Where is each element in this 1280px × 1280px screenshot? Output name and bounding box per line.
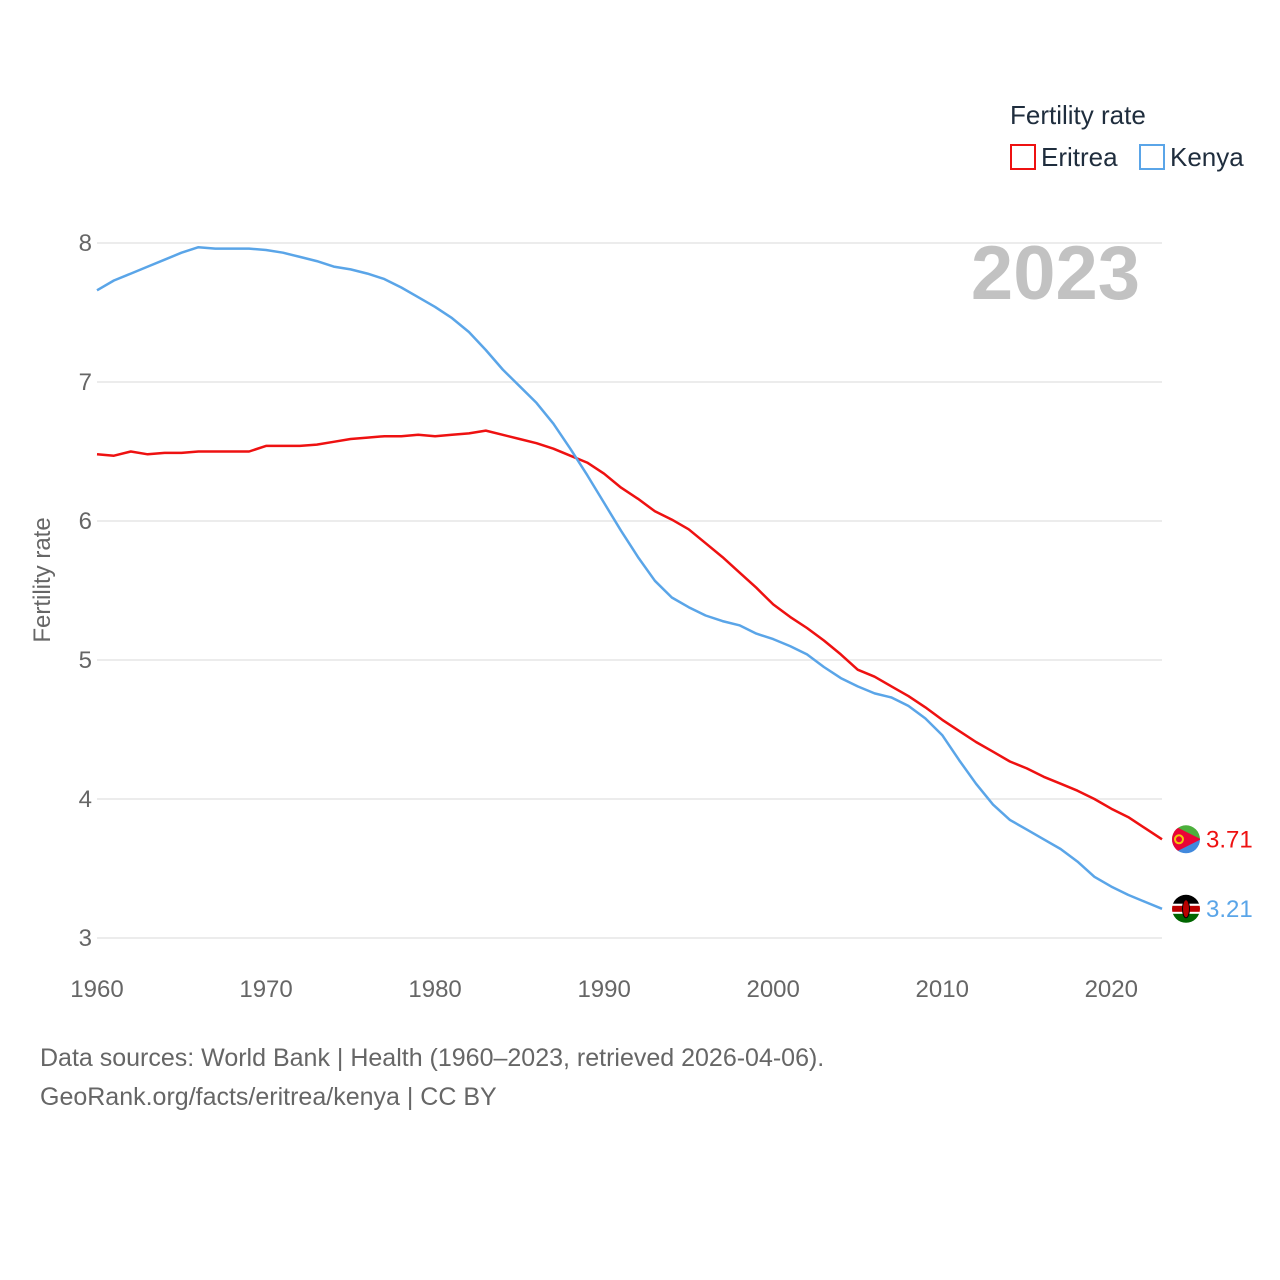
x-tick-label: 1960 (70, 976, 123, 1003)
y-axis-ticks: 3 4 5 6 7 8 (79, 230, 92, 952)
x-tick-label: 2000 (746, 976, 799, 1003)
series-line-eritrea[interactable] (96, 429, 1163, 841)
y-tick-label: 3 (79, 925, 92, 952)
y-tick-label: 8 (79, 230, 92, 257)
legend-label-kenya[interactable]: Kenya (1170, 142, 1244, 172)
x-tick-label: 1970 (239, 976, 292, 1003)
y-tick-label: 4 (79, 786, 92, 813)
footer-attribution[interactable]: GeoRank.org/facts/eritrea/kenya | CC BY (40, 1083, 497, 1111)
x-tick-label: 1980 (408, 976, 461, 1003)
series-line-kenya[interactable] (96, 245, 1163, 910)
y-tick-label: 5 (79, 647, 92, 674)
line-chart: 3 4 5 6 7 8 1960 1970 1980 1990 2000 2010 2020 Fert… (29, 100, 1253, 1003)
kenya-flag-shield (1182, 899, 1190, 919)
legend-swatch-kenya[interactable] (1139, 144, 1165, 170)
legend-title: Fertility rate (1010, 100, 1146, 130)
end-label-eritrea: 3.71 (1206, 826, 1253, 853)
legend-label-eritrea[interactable]: Eritrea (1041, 142, 1118, 172)
eritrea-flag-icon (1172, 825, 1200, 854)
x-tick-label: 1990 (577, 976, 630, 1003)
y-tick-label: 6 (79, 508, 92, 535)
gridlines (97, 242, 1162, 939)
legend: Fertility rate Eritrea Kenya (1010, 100, 1244, 172)
y-tick-label: 7 (79, 369, 92, 396)
year-label: 2023 (971, 231, 1140, 316)
end-label-kenya: 3.21 (1206, 896, 1253, 923)
eritrea-flag-red (1172, 825, 1200, 854)
legend-swatch-eritrea[interactable] (1010, 144, 1036, 170)
eritrea-flag-emblem (1174, 834, 1184, 845)
x-tick-label: 2020 (1085, 976, 1138, 1003)
x-tick-label: 2010 (916, 976, 969, 1003)
y-axis-title: Fertility rate (29, 517, 56, 642)
footer-data-sources: Data sources: World Bank | Health (1960–… (40, 1044, 825, 1072)
kenya-flag-icon (1172, 894, 1200, 923)
x-axis-ticks: 1960 1970 1980 1990 2000 2010 2020 (70, 976, 1138, 1003)
